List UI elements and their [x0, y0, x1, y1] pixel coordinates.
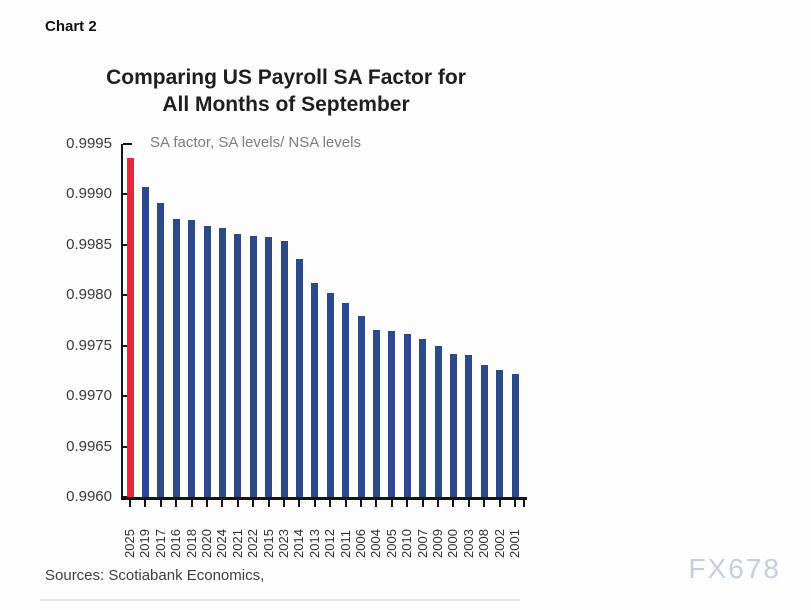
- x-axis-tick-label: 2006: [353, 529, 368, 558]
- y-axis-tick-label: 0.9965: [66, 437, 112, 455]
- bar-2022: [249, 235, 257, 497]
- x-axis-tick-label: 2024: [214, 529, 230, 558]
- x-axis-tick-label: 2021: [229, 529, 245, 558]
- bar-2012: [326, 293, 334, 497]
- chart-number-label: Chart 2: [45, 18, 97, 35]
- x-axis-tick-label: 2001: [507, 529, 522, 558]
- x-axis-tick: [514, 500, 516, 507]
- plot-area: [121, 143, 527, 500]
- x-axis-tick: [283, 500, 285, 507]
- x-axis-tick: [344, 500, 347, 507]
- x-axis-tick: [360, 500, 362, 507]
- x-axis-tick-label: 2022: [245, 529, 261, 558]
- x-axis-tick-label: 2008: [476, 529, 492, 558]
- x-axis-tick: [144, 500, 147, 507]
- x-axis-tick-label: 2012: [322, 529, 338, 558]
- x-axis-tick: [329, 500, 332, 507]
- x-axis-tick: [437, 500, 439, 507]
- chart-title-line1: Comparing US Payroll SA Factor for: [106, 66, 466, 89]
- bar-2001: [511, 374, 519, 497]
- y-axis-tick-label: 0.9985: [66, 235, 112, 253]
- x-axis-tick: [206, 500, 208, 507]
- x-axis-tick-label: 2002: [491, 529, 507, 558]
- bar-2013: [311, 283, 319, 497]
- x-axis-tick: [390, 500, 393, 507]
- y-axis-tick-label: 0.9960: [66, 488, 112, 505]
- y-axis-tick-label: 0.9970: [66, 387, 112, 405]
- y-axis-tick-label: 0.9995: [66, 135, 112, 152]
- x-axis-tick: [129, 500, 131, 507]
- bar-2021: [234, 233, 242, 497]
- bar-2020: [203, 225, 211, 497]
- x-axis-tick: [498, 500, 501, 507]
- x-axis-tick-label: 2009: [430, 529, 445, 558]
- x-axis-tick-label: 2003: [460, 529, 476, 558]
- bar-2000: [449, 353, 457, 497]
- x-axis-tick: [406, 500, 409, 507]
- x-axis-tick-label: 2004: [368, 529, 384, 558]
- x-axis-tick: [236, 500, 239, 507]
- x-axis-tick-label: 2007: [414, 529, 430, 558]
- x-axis-tick: [421, 500, 424, 507]
- chart-title-line2: All Months of September: [162, 93, 410, 117]
- x-axis-tick-label: 2016: [168, 529, 184, 558]
- x-axis-tick: [190, 500, 193, 507]
- bar-2019: [141, 187, 149, 497]
- bar-2017: [157, 202, 165, 497]
- bar-2002: [496, 369, 504, 497]
- bar-2005: [388, 330, 396, 497]
- x-axis-tick: [159, 500, 162, 507]
- y-axis-tick: [123, 143, 132, 145]
- bar-2003: [465, 354, 473, 497]
- bar-2014: [295, 259, 303, 497]
- x-axis-tick: [267, 500, 270, 507]
- x-axis-end-tick: [523, 500, 525, 507]
- x-axis-tick-label: 2014: [291, 529, 307, 558]
- chart-title: Comparing US Payroll SA Factor for All M…: [45, 64, 527, 119]
- y-axis-tick-label: 0.9975: [66, 336, 112, 354]
- x-axis-tick-label: 2000: [445, 529, 461, 558]
- bar-2011: [342, 303, 350, 497]
- bar-2016: [172, 218, 180, 497]
- x-axis-tick: [313, 500, 316, 507]
- x-axis-tick-label: 2020: [199, 529, 214, 558]
- bar-2010: [403, 333, 411, 497]
- x-axis-tick: [298, 500, 301, 507]
- x-axis-tick: [221, 500, 224, 507]
- x-axis-tick: [452, 500, 455, 507]
- chart-subtitle: SA factor, SA levels/ NSA levels: [150, 134, 361, 151]
- x-axis-tick-label: 2013: [306, 529, 322, 558]
- x-axis-tick-label: 2018: [183, 529, 199, 558]
- x-axis-tick-label: 2005: [383, 529, 399, 558]
- x-axis-tick-label: 2017: [152, 529, 168, 558]
- x-axis-tick-label: 2015: [260, 529, 276, 558]
- watermark-fx678: FX678: [688, 553, 781, 584]
- y-axis-tick-label: 0.9990: [66, 185, 112, 203]
- x-axis-tick: [375, 500, 378, 507]
- bar-2025: [126, 158, 134, 497]
- sources-note: Sources: Scotiabank Economics,: [45, 567, 265, 584]
- bar-2009: [434, 345, 442, 497]
- x-axis-tick-label: 2019: [137, 529, 153, 558]
- x-axis-tick: [175, 500, 178, 507]
- bar-2015: [265, 236, 273, 497]
- x-axis-tick-label: 2025: [122, 529, 137, 558]
- bar-2018: [188, 219, 196, 497]
- bar-2024: [218, 227, 226, 497]
- x-axis-tick-label: 2023: [276, 529, 291, 558]
- bar-2023: [280, 240, 288, 497]
- y-axis-tick: [123, 496, 132, 498]
- x-axis-tick: [467, 500, 470, 507]
- bar-2007: [419, 338, 427, 497]
- x-axis-tick-label: 2011: [337, 530, 353, 558]
- bar-2004: [372, 329, 380, 497]
- x-axis-tick-label: 2010: [399, 529, 415, 558]
- y-axis-tick-label: 0.9980: [66, 286, 112, 304]
- x-axis-tick: [252, 500, 255, 507]
- bar-2006: [357, 315, 365, 497]
- bar-2008: [480, 364, 488, 497]
- x-axis-tick: [483, 500, 486, 507]
- bottom-divider: [40, 599, 520, 601]
